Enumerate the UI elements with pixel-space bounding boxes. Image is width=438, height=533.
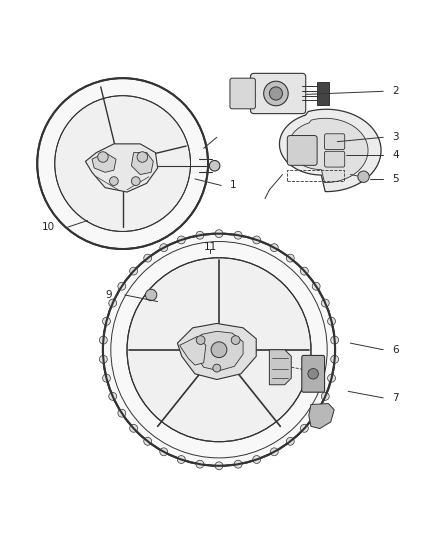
- Circle shape: [99, 356, 107, 364]
- Circle shape: [234, 231, 242, 239]
- Circle shape: [286, 254, 294, 262]
- Circle shape: [321, 299, 329, 307]
- Circle shape: [130, 267, 138, 275]
- Polygon shape: [289, 118, 368, 183]
- Circle shape: [234, 461, 242, 468]
- Circle shape: [253, 456, 261, 463]
- Circle shape: [270, 448, 278, 456]
- Circle shape: [98, 152, 108, 162]
- Circle shape: [331, 336, 339, 344]
- Polygon shape: [85, 144, 158, 192]
- Text: 11: 11: [204, 242, 217, 252]
- Circle shape: [231, 336, 240, 344]
- Circle shape: [321, 392, 329, 400]
- Circle shape: [177, 456, 185, 463]
- Circle shape: [328, 317, 336, 325]
- Polygon shape: [269, 350, 291, 385]
- Text: 3: 3: [392, 132, 399, 142]
- Circle shape: [99, 336, 107, 344]
- FancyBboxPatch shape: [325, 151, 345, 167]
- Circle shape: [312, 409, 320, 417]
- Text: 6: 6: [392, 345, 399, 355]
- Circle shape: [144, 254, 152, 262]
- Circle shape: [264, 81, 288, 106]
- Circle shape: [102, 374, 110, 382]
- Circle shape: [131, 177, 140, 185]
- Polygon shape: [309, 403, 334, 429]
- Text: 1: 1: [230, 181, 237, 190]
- Circle shape: [328, 374, 336, 382]
- Circle shape: [130, 424, 138, 432]
- Circle shape: [270, 244, 278, 252]
- Text: 10: 10: [42, 222, 55, 232]
- Polygon shape: [92, 152, 116, 172]
- Circle shape: [300, 424, 308, 432]
- Circle shape: [102, 317, 110, 325]
- Circle shape: [215, 230, 223, 238]
- Polygon shape: [279, 109, 381, 192]
- FancyBboxPatch shape: [251, 74, 306, 114]
- Circle shape: [109, 392, 117, 400]
- Circle shape: [213, 364, 221, 372]
- Circle shape: [37, 78, 208, 249]
- Circle shape: [160, 244, 168, 252]
- Text: 4: 4: [392, 150, 399, 160]
- Text: 2: 2: [392, 86, 399, 96]
- Circle shape: [144, 438, 152, 445]
- Circle shape: [215, 462, 223, 470]
- Circle shape: [358, 171, 369, 182]
- Circle shape: [331, 356, 339, 364]
- Polygon shape: [180, 336, 206, 365]
- Circle shape: [209, 160, 220, 171]
- Circle shape: [118, 282, 126, 290]
- Text: 7: 7: [392, 393, 399, 403]
- Circle shape: [127, 258, 311, 442]
- Circle shape: [211, 342, 227, 358]
- Circle shape: [196, 231, 204, 239]
- Circle shape: [118, 409, 126, 417]
- Circle shape: [253, 236, 261, 244]
- Circle shape: [177, 236, 185, 244]
- Circle shape: [286, 438, 294, 445]
- Text: 5: 5: [392, 174, 399, 184]
- Circle shape: [196, 336, 205, 344]
- FancyBboxPatch shape: [325, 134, 345, 150]
- Circle shape: [103, 233, 335, 466]
- Text: 9: 9: [105, 290, 112, 300]
- Circle shape: [300, 267, 308, 275]
- FancyBboxPatch shape: [230, 78, 255, 109]
- Circle shape: [269, 87, 283, 100]
- FancyBboxPatch shape: [317, 82, 329, 106]
- Polygon shape: [193, 332, 243, 371]
- Circle shape: [160, 448, 168, 456]
- Polygon shape: [131, 152, 153, 174]
- Polygon shape: [177, 324, 256, 379]
- Circle shape: [312, 282, 320, 290]
- Circle shape: [110, 177, 118, 185]
- Circle shape: [145, 289, 157, 301]
- Circle shape: [55, 96, 191, 231]
- Circle shape: [196, 461, 204, 468]
- FancyBboxPatch shape: [302, 356, 325, 392]
- Circle shape: [137, 152, 148, 162]
- Circle shape: [308, 368, 318, 379]
- FancyBboxPatch shape: [287, 135, 317, 165]
- Circle shape: [109, 299, 117, 307]
